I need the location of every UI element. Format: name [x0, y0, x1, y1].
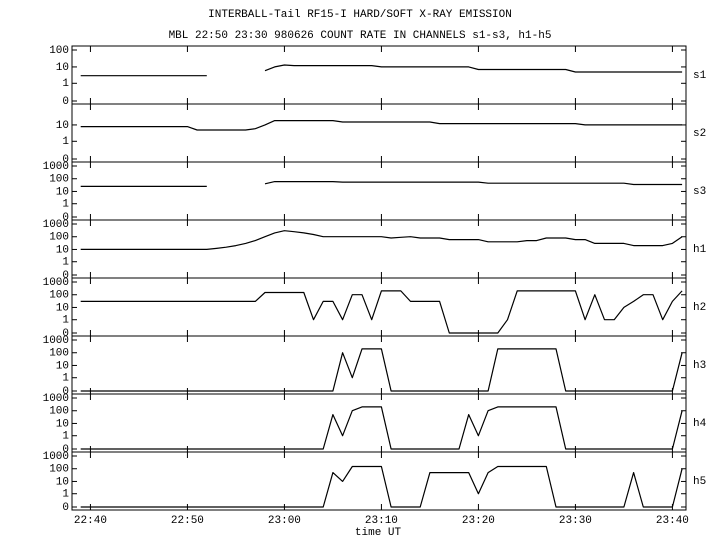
y-tick-label: 1	[62, 136, 69, 148]
y-tick-label: 1	[62, 373, 69, 385]
x-tick-label: 23:30	[559, 515, 592, 527]
x-tick-label: 23:20	[462, 515, 495, 527]
panel-label: h1	[693, 244, 707, 256]
y-tick-label: 1000	[43, 277, 69, 289]
y-tick-label: 1	[62, 257, 69, 269]
x-tick-label: 23:00	[268, 515, 301, 527]
y-tick-label: 1000	[43, 161, 69, 173]
panel-label: s2	[693, 128, 706, 140]
y-tick-label: 0	[62, 502, 69, 514]
chart-title: INTERBALL-Tail RF15-I HARD/SOFT X-RAY EM…	[208, 9, 512, 21]
x-tick-label: 23:40	[656, 515, 689, 527]
y-tick-label: 100	[49, 406, 69, 418]
panel-label: h5	[693, 476, 706, 488]
y-tick-label: 10	[56, 186, 69, 198]
y-tick-label: 1	[62, 78, 69, 90]
y-tick-label: 1000	[43, 451, 69, 463]
y-tick-label: 100	[49, 45, 69, 57]
panel-label: s1	[693, 70, 707, 82]
y-tick-label: 0	[62, 96, 69, 108]
y-tick-label: 10	[56, 360, 69, 372]
y-tick-label: 0	[62, 328, 69, 340]
y-tick-label: 10	[56, 62, 69, 74]
y-tick-label: 10	[56, 302, 69, 314]
y-tick-label: 100	[49, 174, 69, 186]
y-tick-label: 1	[62, 315, 69, 327]
panel-label: s3	[693, 186, 706, 198]
y-tick-label: 100	[49, 290, 69, 302]
x-tick-label: 23:10	[365, 515, 398, 527]
series-line	[80, 290, 683, 334]
panel-label: h2	[693, 302, 706, 314]
y-tick-label: 0	[62, 386, 69, 398]
y-tick-label: 0	[62, 154, 69, 166]
y-tick-label: 10	[56, 476, 69, 488]
y-tick-label: 1	[62, 431, 69, 443]
series-line	[80, 406, 683, 450]
y-tick-label: 0	[62, 212, 69, 224]
x-axis-label: time UT	[355, 527, 402, 539]
panel-label: h3	[693, 360, 706, 372]
series-line	[80, 120, 683, 131]
y-tick-label: 100	[49, 464, 69, 476]
series-line	[80, 465, 683, 508]
chart-subtitle: MBL 22:50 23:30 980626 COUNT RATE IN CHA…	[169, 30, 552, 42]
y-tick-label: 1	[62, 489, 69, 501]
y-tick-label: 10	[56, 120, 69, 132]
x-tick-label: 22:40	[74, 515, 107, 527]
series-line	[80, 64, 683, 77]
panel-label: h4	[693, 418, 707, 430]
y-tick-label: 10	[56, 418, 69, 430]
y-tick-label: 0	[62, 444, 69, 456]
y-tick-label: 0	[62, 270, 69, 282]
series-line	[80, 348, 683, 392]
y-tick-label: 100	[49, 232, 69, 244]
y-tick-label: 1	[62, 199, 69, 211]
series-line	[80, 230, 683, 250]
y-tick-label: 1000	[43, 219, 69, 231]
series-line	[80, 181, 683, 187]
y-tick-label: 100	[49, 348, 69, 360]
y-tick-label: 10	[56, 244, 69, 256]
y-tick-label: 1000	[43, 393, 69, 405]
y-tick-label: 1000	[43, 335, 69, 347]
x-tick-label: 22:50	[171, 515, 204, 527]
